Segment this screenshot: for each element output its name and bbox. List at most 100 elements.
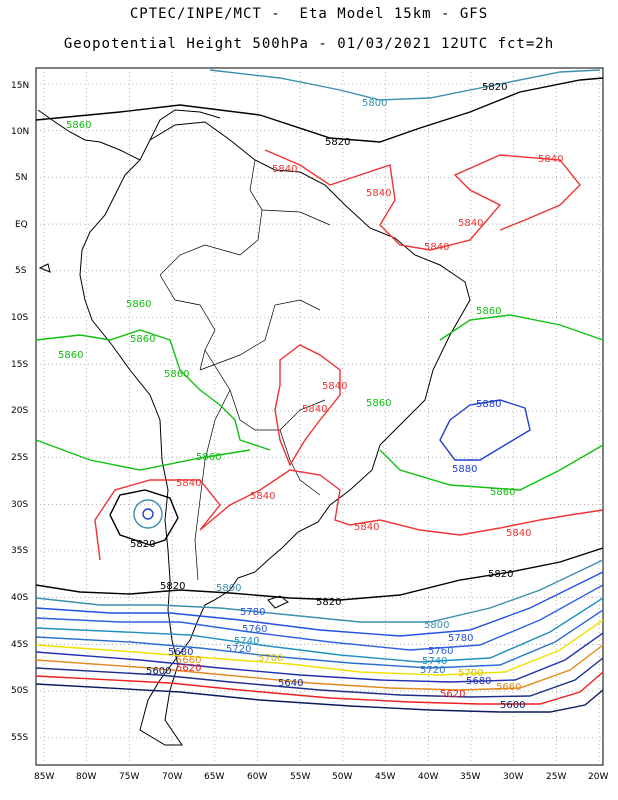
label-5880: 5880 [452, 464, 477, 475]
label-5780: 5780 [240, 607, 265, 618]
lon-label-50w: 50W [332, 772, 352, 782]
label-5720: 5720 [226, 644, 251, 655]
contour-lines [35, 69, 604, 713]
label-5860: 5860 [66, 120, 91, 131]
contour-5860-atlantic [379, 444, 604, 491]
contour-5860-south [35, 439, 251, 471]
lon-label-35w: 35W [460, 772, 480, 782]
label-5860: 5860 [130, 334, 155, 345]
lat-label-55s: 55S [11, 733, 28, 743]
country-borders [159, 159, 331, 581]
label-5620: 5620 [440, 689, 465, 700]
lat-label-50s: 50S [11, 686, 28, 696]
label-5840: 5840 [322, 381, 347, 392]
contour-5760-south [35, 584, 604, 651]
label-5860: 5860 [58, 350, 83, 361]
lat-label-5n: 5N [15, 173, 27, 183]
map-title-line1: CPTEC/INPE/MCT - Eta Model 15km - GFS [129, 6, 489, 22]
lat-label-10s: 10S [11, 313, 28, 323]
label-5700: 5700 [458, 668, 483, 679]
contour-5820-south [35, 547, 604, 601]
caribbean-coast [149, 109, 221, 141]
lon-label-40w: 40W [418, 772, 438, 782]
label-5700: 5700 [258, 653, 283, 664]
contour-5720-south [35, 609, 604, 669]
contour-5860-east [439, 314, 604, 341]
label-5860: 5860 [366, 398, 391, 409]
central-america-coastline [37, 109, 141, 161]
label-5640: 5640 [278, 678, 303, 689]
lat-label-40s: 40S [11, 593, 28, 603]
label-5780: 5780 [448, 633, 473, 644]
label-5600: 5600 [500, 700, 525, 711]
label-5760: 5760 [428, 646, 453, 657]
contour-5840-interior [274, 344, 341, 467]
label-5720: 5720 [420, 665, 445, 676]
label-5840: 5840 [176, 478, 201, 489]
label-5660: 5660 [496, 682, 521, 693]
label-5800: 5800 [362, 98, 387, 109]
contour-5740-south [35, 597, 604, 663]
lon-label-45w: 45W [375, 772, 395, 782]
contour-5820-pacific-ring [109, 489, 179, 546]
lon-label-25w: 25W [546, 772, 566, 782]
lon-label-85w: 85W [34, 772, 54, 782]
label-5820: 5820 [482, 82, 507, 93]
contour-low-ring-inner [142, 508, 154, 520]
label-5840: 5840 [506, 528, 531, 539]
label-5660: 5660 [176, 655, 201, 666]
lat-label-5s: 5S [15, 266, 27, 276]
contour-5620-south [35, 671, 604, 705]
map-title-line2: Geopotential Height 500hPa - 01/03/2021 … [63, 36, 555, 52]
label-5860: 5860 [476, 306, 501, 317]
lat-label-15s: 15S [11, 360, 28, 370]
contour-5800-south [35, 559, 604, 623]
contour-low-ring-outer [133, 499, 163, 529]
contour-5680-south [35, 632, 604, 683]
label-5840: 5840 [458, 218, 483, 229]
lon-label-20w: 20W [588, 772, 608, 782]
label-5820: 5820 [130, 539, 155, 550]
label-5840: 5840 [424, 242, 449, 253]
label-5840: 5840 [538, 154, 563, 165]
label-5820: 5820 [160, 581, 185, 592]
lon-label-70w: 70W [162, 772, 182, 782]
lon-label-30w: 30W [503, 772, 523, 782]
label-5820: 5820 [316, 597, 341, 608]
label-5860: 5860 [164, 369, 189, 380]
contour-5860-west [35, 329, 271, 451]
lat-label-eq: EQ [15, 220, 28, 230]
galapagos-islands [38, 263, 51, 273]
lon-label-65w: 65W [204, 772, 224, 782]
label-5860: 5860 [196, 452, 221, 463]
label-5800: 5800 [424, 620, 449, 631]
lat-label-45s: 45S [11, 640, 28, 650]
label-5880: 5880 [476, 399, 501, 410]
label-5840: 5840 [250, 491, 275, 502]
label-5680: 5680 [466, 676, 491, 687]
label-5840: 5840 [302, 404, 327, 415]
contour-5880-atlantic [439, 399, 531, 461]
label-5820: 5820 [325, 137, 350, 148]
label-5680: 5680 [168, 647, 193, 658]
label-5740: 5740 [234, 636, 259, 647]
lat-label-10n: 10N [11, 127, 29, 137]
lat-label-15n: 15N [11, 81, 29, 91]
lon-label-55w: 55W [290, 772, 310, 782]
contour-5700-south [35, 619, 604, 676]
lat-label-30s: 30S [11, 500, 28, 510]
lat-axis: 15N 10N 5N EQ 5S 10S 15S 20S 25S 30S 35S… [11, 81, 29, 743]
label-5800: 5800 [216, 583, 241, 594]
lat-label-35s: 35S [11, 546, 28, 556]
label-5760: 5760 [242, 624, 267, 635]
contour-5640-south [35, 657, 604, 698]
contour-5600-south [35, 683, 604, 713]
label-5740: 5740 [422, 656, 447, 667]
label-5620: 5620 [176, 663, 201, 674]
lon-axis: 85W 80W 75W 70W 65W 60W 55W 50W 45W 40W … [34, 772, 608, 782]
contour-5840-north [264, 149, 581, 251]
contour-5800-north [209, 69, 601, 101]
south-america-coastline [79, 121, 471, 746]
contour-5820-north [35, 77, 604, 143]
